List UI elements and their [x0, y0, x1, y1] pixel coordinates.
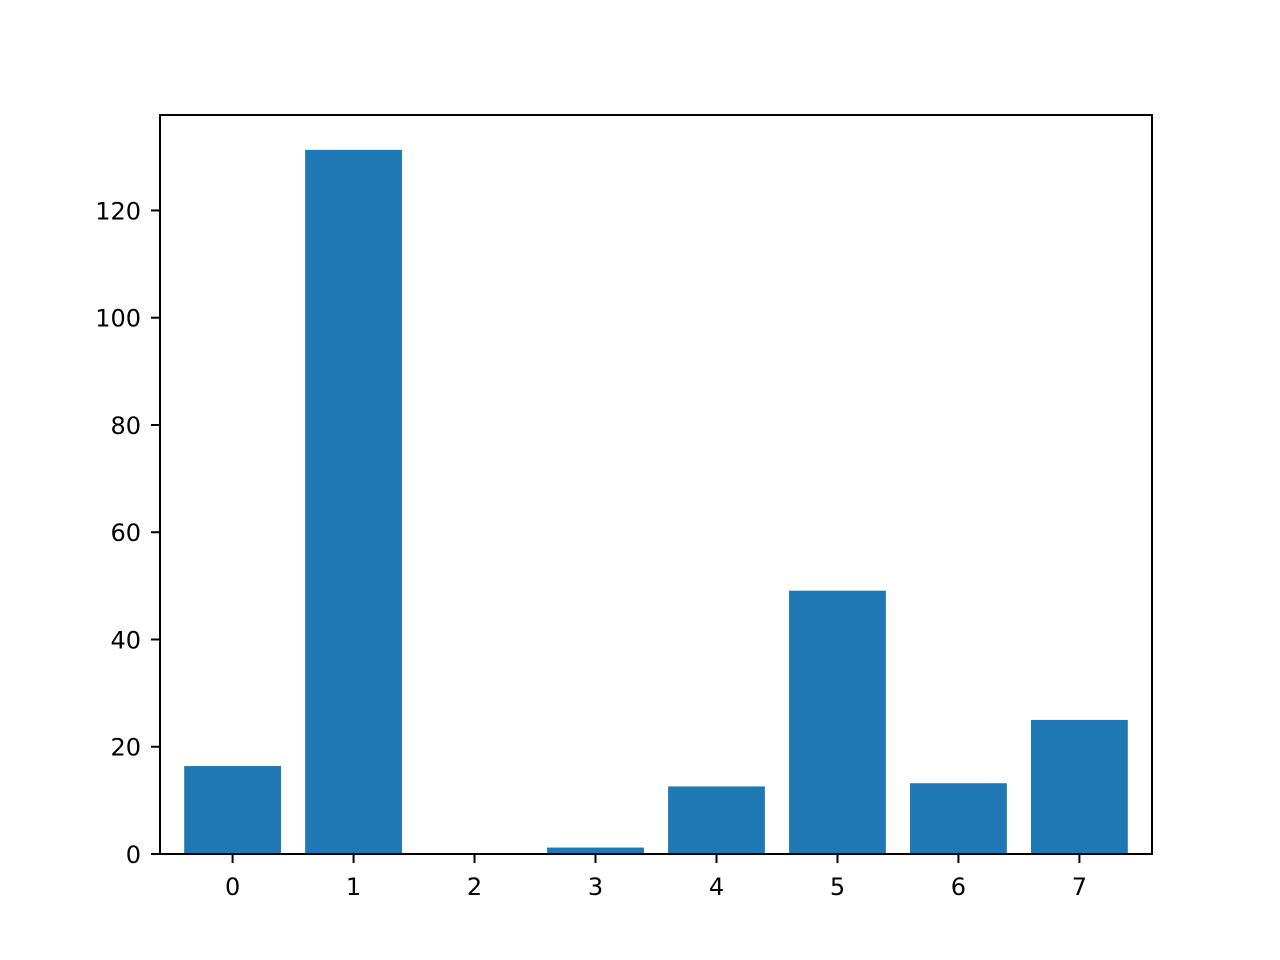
- bar-3: [547, 847, 644, 854]
- x-tick-label: 1: [346, 873, 361, 901]
- bar-0: [184, 766, 281, 854]
- y-tick-label: 80: [110, 412, 141, 440]
- y-tick-label: 60: [110, 519, 141, 547]
- bar-4: [668, 786, 765, 854]
- x-tick-label: 5: [830, 873, 845, 901]
- x-tick-label: 4: [709, 873, 724, 901]
- bar-7: [1031, 719, 1128, 854]
- y-tick-label: 20: [110, 734, 141, 762]
- y-axis-ticks: 0 20 40 60 80 100 120: [95, 197, 160, 869]
- bar-1: [305, 149, 402, 854]
- x-tick-label: 0: [225, 873, 240, 901]
- y-tick-label: 100: [95, 305, 141, 333]
- x-axis-ticks: 0 1 2 3 4 5 6 7: [225, 854, 1087, 901]
- y-tick-label: 120: [95, 197, 141, 225]
- plot-area-frame: [159, 114, 1153, 855]
- x-tick-label: 6: [951, 873, 966, 901]
- x-tick-label: 2: [467, 873, 482, 901]
- bar-6: [910, 783, 1007, 854]
- x-tick-label: 3: [588, 873, 603, 901]
- bar-5: [789, 590, 886, 854]
- x-tick-label: 7: [1072, 873, 1087, 901]
- y-tick-label: 0: [126, 841, 141, 869]
- y-tick-label: 40: [110, 626, 141, 654]
- bars-layer: [184, 149, 1128, 854]
